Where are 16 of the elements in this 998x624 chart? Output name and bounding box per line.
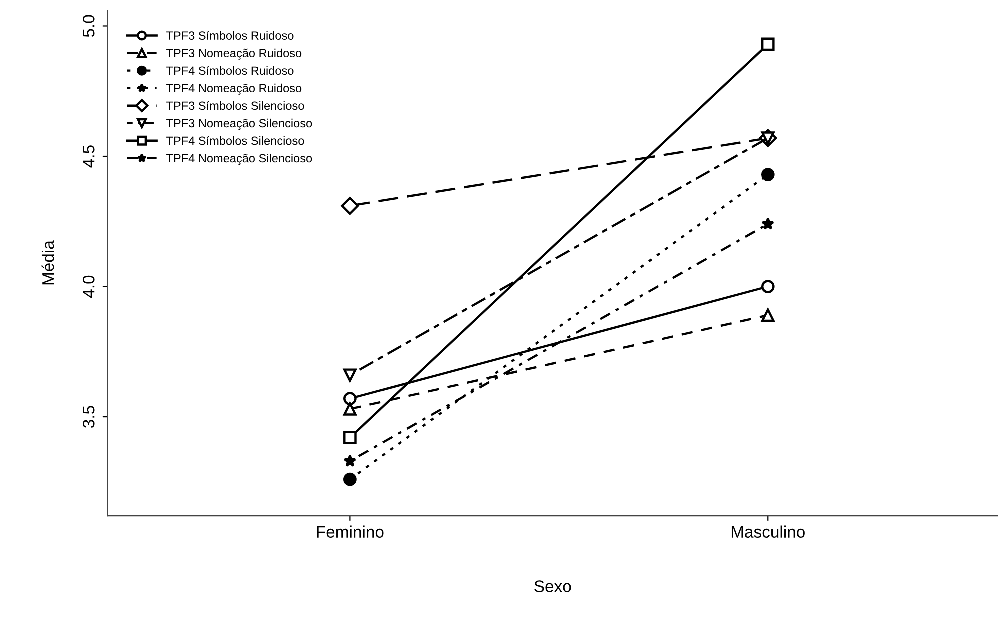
- y-tick-label: 3.5: [82, 406, 95, 428]
- legend-label: TPF3 Símbolos Ruidoso: [166, 31, 294, 40]
- y-tick-label: 5.0: [82, 15, 95, 38]
- x-axis-title: Sexo: [534, 580, 572, 592]
- legend-label: TPF3 Nomeação Ruidoso: [166, 48, 302, 60]
- legend-label: TPF4 Nomeação Ruidoso: [166, 84, 302, 95]
- legend-label: TPF4 Nomeação Silencioso: [166, 154, 312, 166]
- y-tick-label: 4.0: [82, 276, 95, 298]
- x-tick-label: Feminino: [317, 526, 384, 538]
- legend-label: TPF3 Símbolos Silencioso: [166, 101, 304, 110]
- legend-label: TPF3 Nomeação Silencioso: [166, 118, 312, 130]
- legend-label: TPF4 Símbolos Ruidoso: [166, 66, 294, 76]
- legend-label: TPF4 Símbolos Silencioso: [166, 136, 304, 146]
- x-tick-label: Masculino: [732, 526, 805, 538]
- y-axis-title: Média: [42, 240, 54, 285]
- y-tick-label: 4.5: [83, 146, 95, 168]
